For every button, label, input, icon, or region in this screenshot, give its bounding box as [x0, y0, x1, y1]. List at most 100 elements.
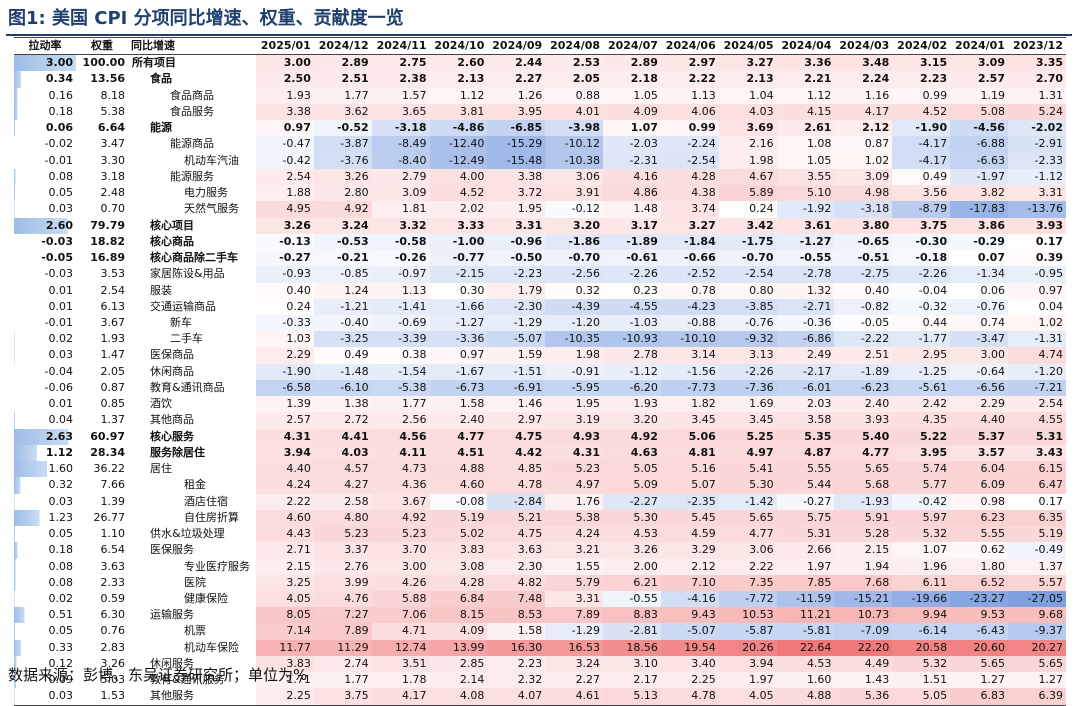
yoy-value-cell: -1.29: [487, 314, 546, 332]
item-name-cell: 食品商品: [170, 88, 214, 102]
yoy-value-cell: 4.16: [603, 168, 661, 186]
contribution-cell: 0.08: [14, 168, 76, 186]
yoy-value-cell: -0.27: [256, 250, 314, 267]
yoy-value-cell: -3.98: [545, 120, 604, 137]
yoy-value-cell: 1.31: [1007, 87, 1066, 104]
yoy-value-cell: 6.39: [1007, 688, 1066, 706]
yoy-value-cell: -2.75: [834, 266, 893, 283]
yoy-value-cell: -0.21: [313, 250, 372, 267]
yoy-value-cell: 2.05: [545, 71, 604, 88]
yoy-value-cell: 1.08: [776, 136, 835, 153]
yoy-value-cell: -6.91: [487, 379, 546, 397]
yoy-value-cell: 7.27: [313, 607, 372, 624]
yoy-value-cell: 4.28: [429, 574, 488, 591]
yoy-value-cell: 5.75: [776, 509, 835, 527]
yoy-value-cell: 4.42: [487, 444, 546, 462]
yoy-value-cell: 4.27: [313, 477, 372, 494]
yoy-value-cell: 3.86: [950, 217, 1008, 234]
contribution-cell: 0.02: [14, 331, 76, 348]
yoy-value-cell: 3.83: [429, 542, 488, 559]
yoy-value-cell: -5.61: [892, 379, 951, 397]
column-header: 2024/10: [429, 36, 488, 56]
contribution-cell: 0.08: [14, 558, 76, 575]
yoy-value-cell: 0.04: [1007, 298, 1066, 315]
yoy-value-cell: 4.77: [718, 526, 777, 543]
yoy-value-cell: -1.31: [1007, 331, 1066, 348]
yoy-value-cell: 4.09: [603, 103, 661, 121]
yoy-value-cell: 1.27: [950, 672, 1008, 689]
column-header: 2025/01: [256, 36, 314, 56]
yoy-value-cell: -2.78: [776, 266, 835, 283]
table-row: 0.05 0.76 机票 7.14 7.89 4.71 4.09 1.58 -1.29 -2.81…: [14, 623, 1066, 640]
item-name-cell: 医院: [184, 575, 206, 589]
yoy-value-cell: -10.93: [603, 331, 661, 348]
yoy-value-cell: -0.61: [603, 250, 661, 267]
yoy-value-cell: 20.27: [1007, 639, 1066, 656]
yoy-value-cell: -8.40: [371, 152, 430, 169]
yoy-value-cell: -1.90: [892, 120, 951, 137]
yoy-value-cell: 1.97: [718, 672, 777, 689]
yoy-value-cell: 2.44: [487, 54, 546, 72]
yoy-value-cell: 0.97: [1007, 282, 1066, 299]
yoy-value-cell: -1.67: [429, 363, 488, 380]
yoy-value-cell: 5.65: [1007, 655, 1066, 673]
yoy-value-cell: -0.50: [487, 250, 546, 267]
yoy-value-cell: -2.54: [718, 266, 777, 283]
item-name-cell: 食品: [150, 72, 172, 86]
contribution-cell: 0.02: [14, 590, 76, 608]
yoy-value-cell: 1.51: [892, 672, 951, 689]
yoy-value-cell: 4.26: [371, 574, 430, 591]
weight-cell: 0.59: [100, 591, 126, 605]
yoy-value-cell: -2.81: [603, 623, 661, 640]
item-name-cell: 核心项目: [150, 218, 194, 232]
yoy-value-cell: -5.07: [660, 623, 719, 640]
yoy-value-cell: 1.02: [1007, 314, 1066, 332]
yoy-value-cell: 3.61: [776, 217, 835, 234]
table-row: 0.09 5.03 教育&通讯服务 1.71 1.77 1.78 2.14 2.32 2.27 2…: [14, 672, 1066, 689]
yoy-value-cell: 3.93: [1007, 217, 1066, 234]
contribution-cell: -0.04: [44, 364, 73, 378]
column-header: 2024/04: [776, 36, 835, 56]
column-header: 2024/06: [660, 36, 719, 56]
yoy-value-cell: 5.23: [545, 461, 604, 478]
yoy-value-cell: -0.27: [776, 493, 835, 510]
yoy-value-cell: 4.05: [718, 688, 777, 706]
yoy-value-cell: 5.79: [545, 574, 604, 591]
yoy-value-cell: -12.49: [429, 152, 488, 169]
yoy-value-cell: -1.27: [429, 314, 488, 332]
table-row: 1.23 26.77 自住房折算 4.60 4.80 4.92 5.19 5.21 5.38 5.…: [14, 509, 1066, 527]
yoy-value-cell: 5.30: [718, 477, 777, 494]
yoy-value-cell: -1.25: [892, 363, 951, 380]
yoy-value-cell: 2.25: [256, 688, 314, 706]
yoy-value-cell: -7.72: [718, 590, 777, 608]
yoy-value-cell: 1.98: [545, 347, 604, 364]
yoy-value-cell: 3.26: [603, 542, 661, 559]
yoy-value-cell: 5.24: [1007, 103, 1066, 121]
yoy-value-cell: 2.61: [776, 120, 835, 137]
weight-cell: 2.48: [100, 186, 126, 200]
yoy-value-cell: -23.27: [950, 590, 1008, 608]
yoy-value-cell: 5.68: [834, 477, 893, 494]
yoy-value-cell: 3.65: [371, 103, 430, 121]
yoy-value-cell: 1.37: [1007, 558, 1066, 575]
yoy-value-cell: 2.72: [313, 412, 372, 429]
yoy-value-cell: 1.27: [1007, 672, 1066, 689]
yoy-value-cell: -1.12: [603, 363, 661, 380]
yoy-value-cell: -0.69: [371, 314, 430, 332]
yoy-value-cell: -0.96: [487, 233, 546, 251]
yoy-value-cell: -0.49: [1007, 542, 1066, 559]
yoy-value-cell: 8.83: [603, 607, 661, 624]
yoy-value-cell: -4.17: [892, 136, 951, 153]
yoy-value-cell: 5.77: [892, 477, 951, 494]
yoy-value-cell: 0.87: [834, 136, 893, 153]
figure-title: 图1: 美国 CPI 分项同比增速、权重、贡献度一览: [8, 8, 404, 29]
yoy-value-cell: 3.26: [313, 168, 372, 186]
yoy-value-cell: 20.26: [718, 639, 777, 656]
yoy-value-cell: 3.67: [371, 493, 430, 510]
weight-cell: 3.47: [100, 137, 126, 151]
yoy-value-cell: 3.38: [487, 168, 546, 186]
contribution-cell: -0.02: [44, 137, 73, 151]
yoy-value-cell: -4.23: [660, 298, 719, 315]
yoy-value-cell: 4.38: [660, 185, 719, 202]
yoy-value-cell: 6.15: [1007, 461, 1066, 478]
